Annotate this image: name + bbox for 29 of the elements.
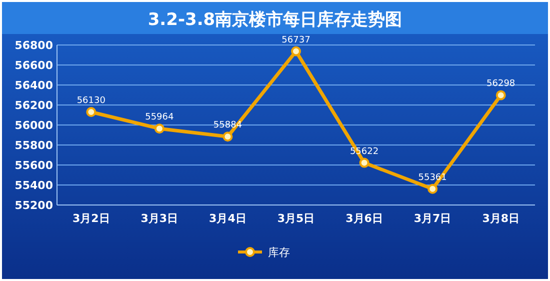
point bbox=[86, 107, 96, 117]
y-tick-label: 55600 bbox=[14, 159, 54, 172]
point bbox=[154, 124, 164, 134]
x-tick-label: 3月4日 bbox=[209, 212, 246, 225]
y-tick-label: 55200 bbox=[14, 199, 54, 212]
point bbox=[222, 132, 233, 142]
point bbox=[496, 90, 506, 100]
point bbox=[359, 158, 370, 168]
data-label: 55964 bbox=[145, 112, 174, 123]
x-tick-label: 3月6日 bbox=[346, 212, 383, 225]
y-tick-label: 55400 bbox=[14, 179, 54, 192]
data-label: 56298 bbox=[486, 79, 516, 90]
chart-title: 3.2-3.8南京楼市每日库存走势图 bbox=[148, 10, 402, 30]
y-tick-label: 56000 bbox=[14, 119, 54, 132]
point bbox=[428, 184, 438, 194]
x-tick-label: 3月7日 bbox=[414, 212, 452, 225]
y-tick-label: 56600 bbox=[14, 59, 54, 72]
data-label: 56737 bbox=[282, 35, 310, 46]
data-label: 56130 bbox=[76, 96, 106, 106]
y-tick-label: 56400 bbox=[14, 79, 54, 92]
y-tick-label: 56800 bbox=[14, 39, 54, 52]
x-tick-label: 3月5日 bbox=[277, 212, 315, 225]
x-tick-label: 3月2日 bbox=[72, 212, 110, 225]
point bbox=[291, 46, 301, 56]
y-tick-label: 55800 bbox=[14, 139, 54, 152]
legend-label: 库存 bbox=[268, 246, 290, 259]
x-tick-label: 3月8日 bbox=[482, 212, 520, 225]
y-tick-label: 56200 bbox=[14, 99, 54, 112]
x-tick-label: 3月3日 bbox=[140, 212, 178, 225]
